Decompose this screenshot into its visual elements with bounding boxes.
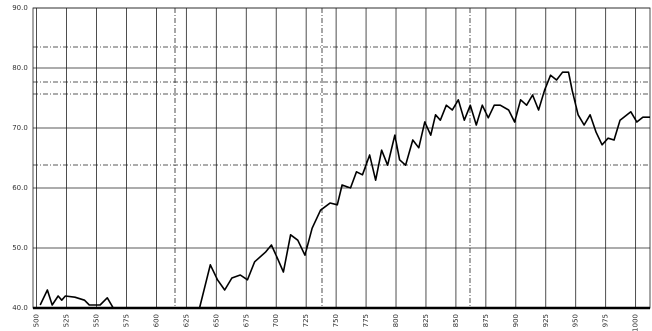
x-tick-label: 625 [182, 314, 190, 327]
x-tick-label: 1000 [632, 314, 640, 331]
x-tick-label: 875 [482, 314, 490, 327]
x-tick-label: 975 [602, 314, 610, 327]
x-tick-label: 800 [392, 314, 400, 327]
x-tick-label: 900 [512, 314, 520, 327]
x-tick-label: 650 [212, 314, 220, 327]
x-tick-label: 725 [302, 314, 310, 327]
x-tick-label: 575 [122, 314, 130, 327]
x-tick-label: 600 [152, 314, 160, 327]
y-tick-label: 40.0 [12, 304, 28, 312]
x-tick-label: 950 [572, 314, 580, 327]
y-tick-label: 70.0 [12, 124, 28, 132]
data-line [39, 71, 650, 309]
y-tick-label: 50.0 [12, 244, 28, 252]
x-tick-label: 525 [63, 314, 71, 327]
x-tick-label: 750 [332, 314, 340, 327]
x-tick-label: 925 [542, 314, 550, 327]
y-tick-label: 80.0 [12, 64, 28, 72]
x-tick-label: 850 [452, 314, 460, 327]
x-tick-label: 675 [242, 314, 250, 327]
y-tick-label: 90.0 [12, 4, 28, 12]
y-tick-label: 60.0 [12, 184, 28, 192]
plot-frame [32, 7, 651, 309]
x-tick-label: 825 [422, 314, 430, 327]
x-tick-label: 550 [92, 314, 100, 327]
x-tick-label: 500 [33, 314, 41, 327]
x-tick-label: 700 [272, 314, 280, 327]
x-tick-label: 775 [362, 314, 370, 327]
